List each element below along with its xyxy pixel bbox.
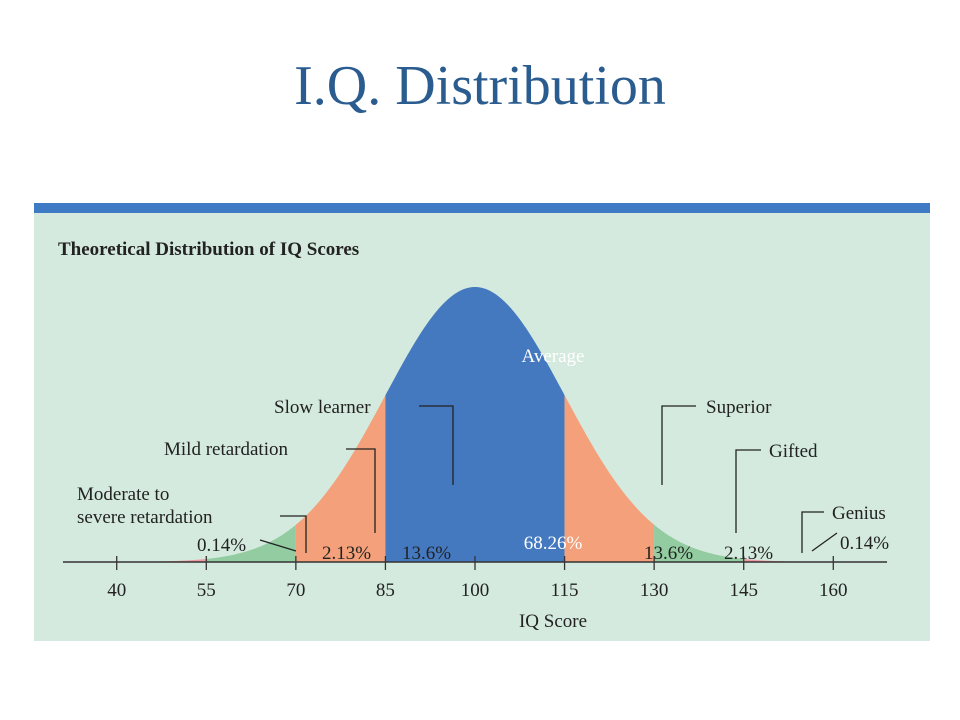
chart-title: Theoretical Distribution of IQ Scores bbox=[58, 239, 359, 260]
category-label-4: Superior bbox=[706, 397, 772, 418]
band-percent-2: 13.6% bbox=[402, 543, 451, 564]
category-label-1: Mild retardation bbox=[164, 439, 288, 460]
x-tick-label-5: 115 bbox=[551, 580, 579, 601]
x-axis-label: IQ Score bbox=[519, 611, 587, 632]
category-label-3: Average bbox=[522, 346, 585, 367]
x-tick-label-1: 55 bbox=[197, 580, 216, 601]
iq-distribution-chart: Theoretical Distribution of IQ Scores 40… bbox=[58, 239, 889, 632]
band-area-0 bbox=[62, 558, 207, 562]
band-percent-3: 68.26% bbox=[524, 533, 583, 554]
category-leader-6 bbox=[801, 511, 824, 553]
band-percent-6: 0.14% bbox=[840, 533, 889, 554]
x-tick-label-7: 145 bbox=[729, 580, 758, 601]
band-percent-4: 13.6% bbox=[644, 543, 693, 564]
band-area-6 bbox=[743, 558, 888, 562]
category-label-2: Slow learner bbox=[274, 397, 371, 418]
category-leader-2 bbox=[419, 405, 454, 485]
figure-panel: Theoretical Distribution of IQ Scores 40… bbox=[34, 203, 930, 641]
slide-title: I.Q. Distribution bbox=[294, 55, 666, 117]
category-leader-1 bbox=[346, 448, 376, 533]
category-leader-5 bbox=[735, 449, 761, 533]
band-area-5 bbox=[654, 524, 744, 562]
category-label-0: Moderate to bbox=[77, 484, 169, 505]
category-label-0b: severe retardation bbox=[77, 507, 213, 528]
band-percent-5: 2.13% bbox=[724, 543, 773, 564]
band-area-2 bbox=[295, 395, 386, 562]
band-percent-0: 0.14% bbox=[197, 535, 246, 556]
x-tick-label-4: 100 bbox=[461, 580, 490, 601]
x-tick-label-8: 160 bbox=[819, 580, 848, 601]
category-leader-4 bbox=[661, 405, 696, 485]
category-label-5: Gifted bbox=[769, 441, 818, 462]
x-tick-label-3: 85 bbox=[376, 580, 395, 601]
x-tick-label-6: 130 bbox=[640, 580, 669, 601]
tail-pointer-left bbox=[259, 539, 297, 552]
band-area-4 bbox=[564, 395, 655, 562]
x-tick-label-0: 40 bbox=[107, 580, 126, 601]
band-percent-1: 2.13% bbox=[322, 543, 371, 564]
tail-pointer-right bbox=[811, 532, 838, 552]
band-area-3 bbox=[385, 287, 565, 562]
x-tick-label-2: 70 bbox=[286, 580, 305, 601]
category-leader-0 bbox=[280, 515, 307, 553]
category-label-6: Genius bbox=[832, 503, 886, 524]
band-area-1 bbox=[206, 524, 296, 562]
